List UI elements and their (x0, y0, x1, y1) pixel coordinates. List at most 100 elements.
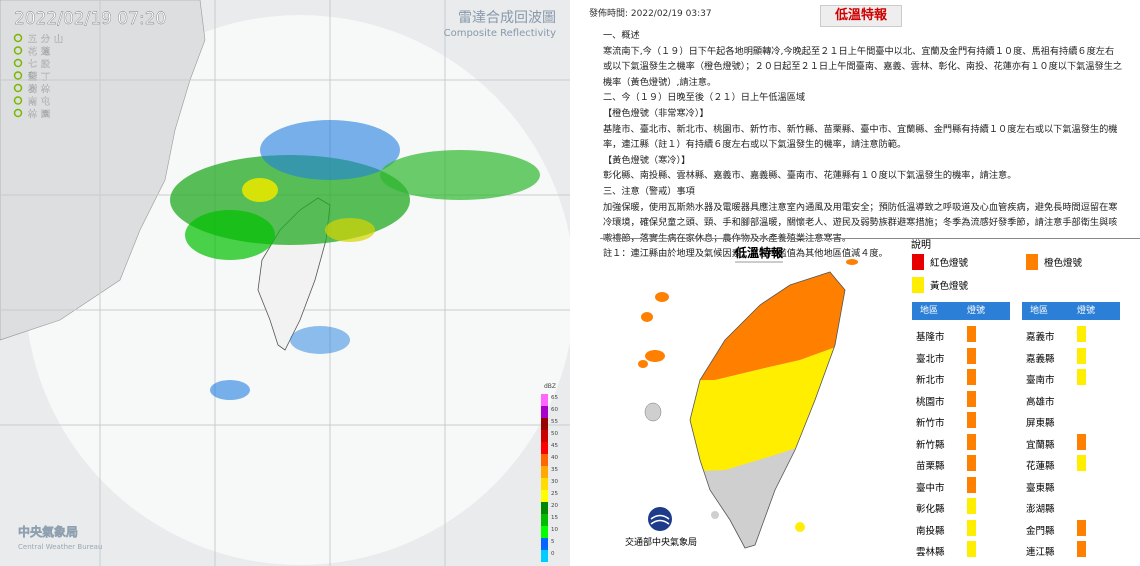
legend-swatch (1026, 254, 1038, 270)
colorbar-label: 30 (551, 479, 558, 485)
colorbar-label: 45 (551, 443, 558, 449)
region-name: 嘉義市 (1026, 332, 1055, 343)
colorbar-segment (541, 502, 548, 514)
colorbar-segment (541, 490, 548, 502)
signal (967, 455, 976, 471)
paragraph: 【橙色燈號（非常寒冷）】 (603, 107, 709, 119)
region-name: 雲林縣 (916, 547, 945, 558)
colorbar-unit: dBZ (544, 383, 556, 390)
station-name: 七股 (28, 59, 54, 70)
paragraph: 寒流南下,今（１９）日下午起各地明顯轉冷,今晚起至２１日上午間臺中以北、宜蘭及金… (603, 45, 1123, 88)
region-name: 連江縣 (1026, 547, 1055, 558)
signal (967, 433, 976, 450)
logo: 中央氣象局 Central Weather Bureau (18, 524, 103, 551)
colorbar-label: 55 (551, 419, 558, 425)
legend-label: 紅色燈號 (930, 258, 969, 269)
paragraph: 【黃色燈號（寒冷）】 (603, 154, 691, 166)
region-name: 臺中市 (916, 482, 945, 494)
region-name: 嘉義縣 (1026, 353, 1055, 365)
mainland (0, 0, 206, 341)
region-name: 苗栗縣 (916, 461, 945, 472)
colorbar-segment (541, 466, 548, 478)
station-dot (13, 33, 23, 43)
legend-label: 橙色燈號 (1044, 258, 1083, 269)
signal (1077, 519, 1086, 536)
region-name: 澎湖縣 (1026, 504, 1055, 515)
paragraph: 基隆市、臺北市、新北市、桃園市、新竹市、新竹縣、苗栗縣、臺中市、宜蘭縣、金門縣有… (603, 123, 1118, 151)
station-name: 樹林 (28, 83, 54, 95)
signal (1077, 326, 1086, 342)
table-header: 地區 燈號 (912, 302, 1010, 320)
header-signal: 燈號 (1077, 306, 1096, 316)
station-dot (13, 96, 23, 105)
station-dot (13, 46, 23, 55)
signal (1077, 541, 1086, 557)
header-region: 地區 (920, 306, 939, 316)
station-dot (13, 58, 23, 68)
legend-item: 黃色燈號 (912, 277, 968, 293)
region-name: 南投縣 (916, 525, 945, 537)
signal (967, 476, 976, 493)
table-header: 地區 燈號 (1022, 302, 1120, 320)
region-name: 臺南市 (1026, 375, 1055, 386)
colorbar-segment (541, 454, 548, 466)
colorbar-segment (541, 442, 548, 454)
legend-label: 黃色燈號 (930, 281, 969, 292)
station-dot (13, 71, 23, 80)
radar-title: 雷達合成回波圖 (458, 10, 556, 26)
station-name: 南屯 (28, 96, 54, 108)
radar-subtitle: Composite Reflectivity (444, 28, 556, 39)
timestamp: 2022/02/19 07:20 (14, 9, 166, 29)
region-name: 新竹縣 (916, 439, 945, 451)
region-name: 臺東縣 (1026, 482, 1055, 494)
issued-time: 發佈時間: 2022/02/19 03:37 (589, 9, 712, 19)
paragraph: 彰化縣、南投縣、雲林縣、嘉義市、嘉義縣、臺南市、花蓮縣有１０度以下氣溫發生的機率… (603, 170, 1017, 182)
bulletin-text: 一、概述寒流南下,今（１９）日下午起各地明顯轉冷,今晚起至２１日上午間臺中以北、… (603, 28, 1123, 262)
signal (967, 390, 976, 407)
station-name: 墾丁 (28, 71, 54, 83)
paragraph: 一、概述 (603, 30, 640, 41)
colorbar-segment (541, 550, 548, 562)
signal (1077, 455, 1086, 471)
signal (967, 326, 976, 342)
colorbar-segment (541, 430, 548, 442)
signal (967, 519, 976, 536)
colorbar-segment (541, 514, 548, 526)
station-name: 林園 (28, 108, 54, 120)
signal (967, 498, 976, 514)
footer: 交通部中央氣象局 (625, 538, 698, 548)
legend-swatch (912, 254, 924, 270)
colorbar-label: 10 (551, 527, 558, 533)
region-name: 桃園市 (916, 396, 945, 408)
colorbar-label: 5 (551, 539, 555, 545)
map-title: 低溫特報 (735, 244, 784, 263)
region-name: 基隆市 (916, 332, 945, 343)
station-name: 花蓮 (28, 46, 54, 58)
colorbar-segment (541, 526, 548, 538)
colorbar-segment (541, 478, 548, 490)
colorbar-label: 40 (551, 455, 558, 461)
colorbar-label: 15 (551, 515, 558, 521)
region-name: 屏東縣 (1026, 418, 1055, 429)
region-name: 彰化縣 (916, 504, 945, 515)
bulletin: 發佈時間: 2022/02/19 03:37 低溫特報 一、概述寒流南下,今（１… (575, 0, 1140, 566)
radar-echo (170, 120, 540, 400)
paragraph: 註１：連江縣由於地理及氣候因素，氣溫門檻值為其他地區值減４度。 (603, 248, 888, 260)
logo-english: Central Weather Bureau (18, 543, 102, 551)
colorbar-label: 35 (551, 467, 558, 473)
region-name: 金門縣 (1026, 525, 1055, 537)
region-name: 高雄市 (1026, 396, 1055, 408)
station-name: 五分山 (28, 34, 67, 45)
region-name: 臺北市 (916, 353, 945, 365)
region-name: 新北市 (916, 375, 945, 386)
region-name: 花蓮縣 (1026, 461, 1055, 472)
colorbar-segment (541, 406, 548, 418)
signal (1077, 369, 1086, 385)
region-name: 宜蘭縣 (1026, 439, 1055, 451)
paragraph: 二、今（１９）日晚至後（２１）日上午低溫區域 (603, 92, 806, 104)
station-dot (13, 108, 23, 118)
colorbar-label: 65 (551, 395, 558, 401)
